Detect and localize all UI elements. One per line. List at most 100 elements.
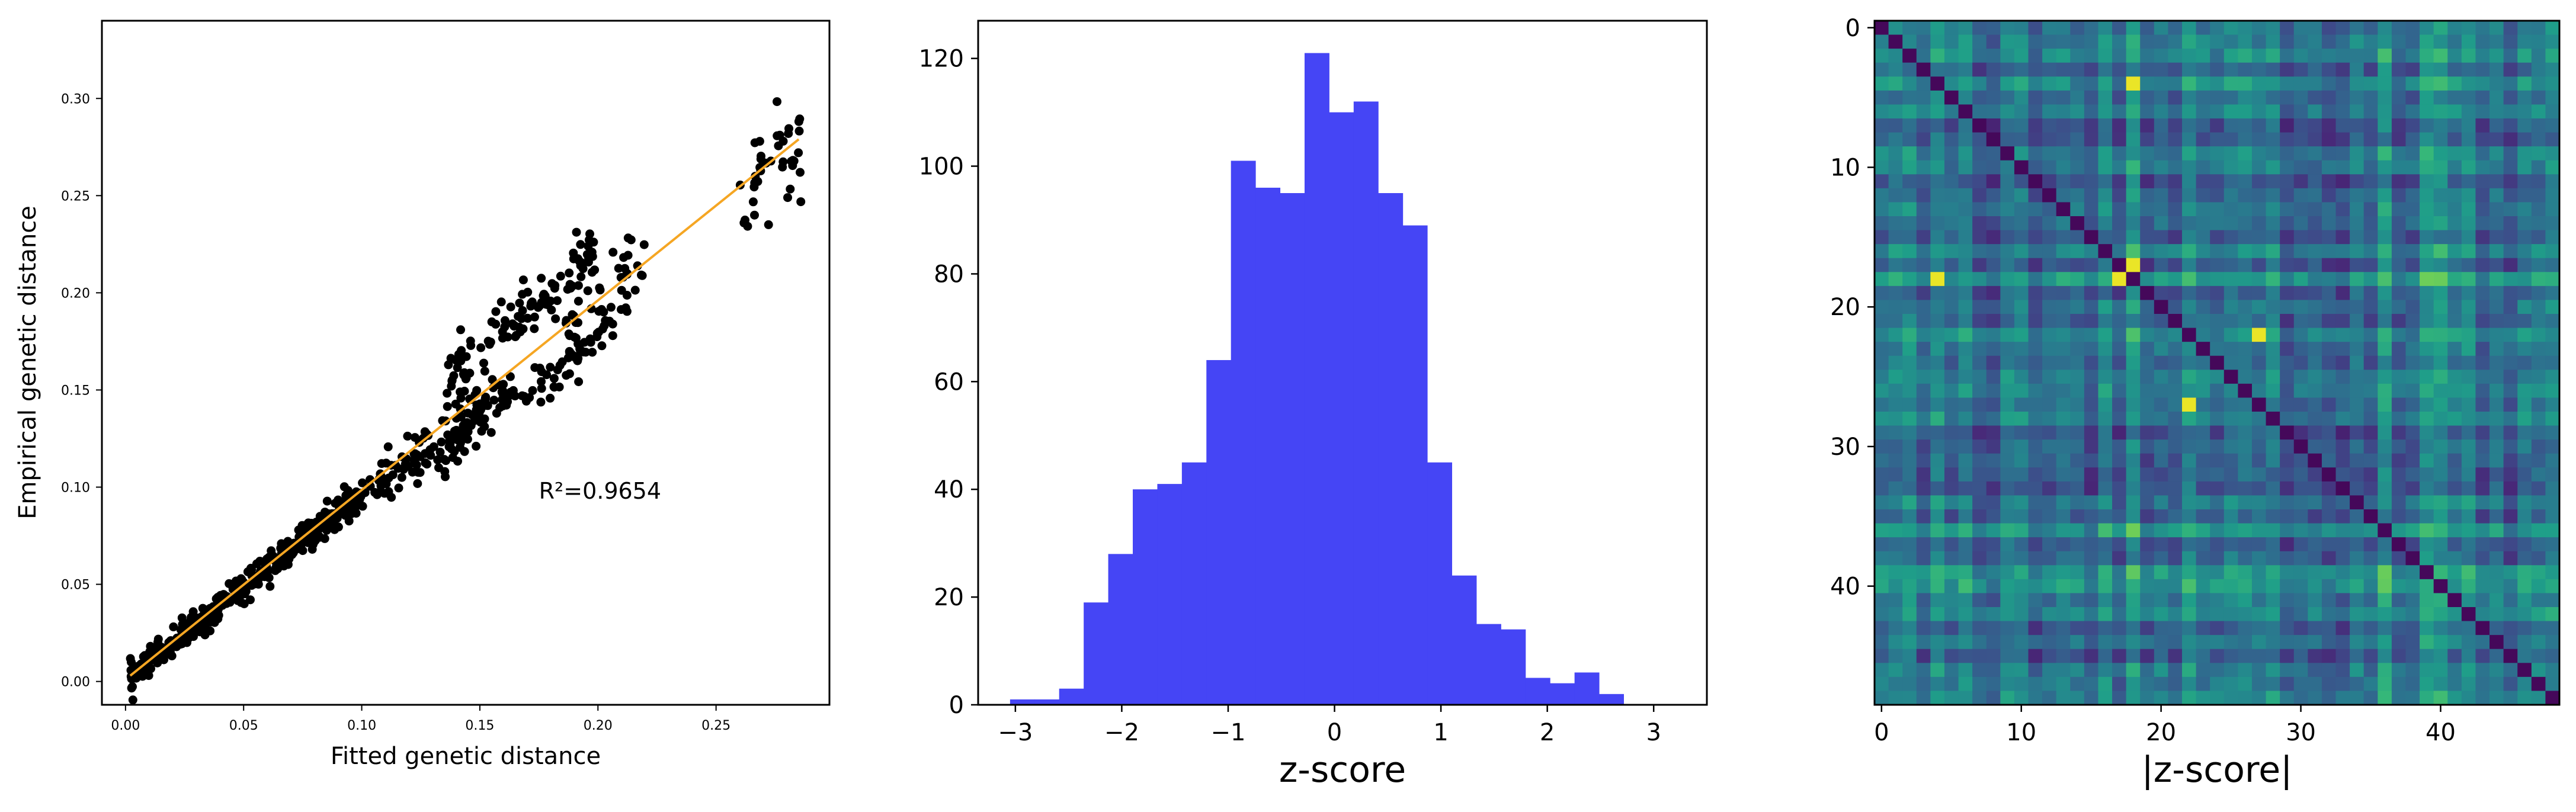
- heatmap-cell: [2126, 62, 2141, 77]
- heatmap-cell: [2098, 691, 2113, 705]
- heatmap-cell: [1902, 342, 1917, 357]
- heatmap-cell: [2056, 425, 2071, 440]
- heatmap-cell: [2545, 523, 2560, 538]
- heatmap-cell: [1902, 593, 1917, 608]
- heatmap-cell: [2112, 49, 2127, 63]
- heatmap-cell: [2475, 49, 2490, 63]
- heatmap-cell: [2447, 565, 2462, 580]
- heatmap-cell: [2517, 663, 2532, 678]
- heatmap-cell: [2238, 649, 2253, 663]
- heatmap-cell: [2378, 258, 2392, 272]
- heatmap-cell: [2517, 495, 2532, 510]
- heatmap-cell: [2490, 314, 2504, 329]
- heatmap-cell: [2266, 397, 2280, 412]
- heatmap-cell: [2420, 49, 2434, 63]
- scatter-point: [339, 482, 349, 492]
- heatmap-cell: [2321, 412, 2337, 426]
- heatmap-cell: [2126, 174, 2141, 189]
- heatmap-cell: [1986, 607, 2001, 622]
- heatmap-cell: [2490, 383, 2504, 399]
- heatmap-cell: [2070, 355, 2085, 370]
- heatmap-cell: [2447, 132, 2462, 147]
- heatmap-cell: [2308, 635, 2322, 650]
- heatmap-cell: [1875, 230, 1889, 245]
- heatmap-cell: [2070, 579, 2085, 594]
- scatter-point: [630, 285, 640, 295]
- heatmap-cell: [2056, 285, 2071, 301]
- heatmap-cell: [2545, 635, 2560, 650]
- heatmap-cell: [2210, 495, 2225, 510]
- heatmap-cell: [2545, 258, 2560, 272]
- heatmap-cell: [2503, 21, 2518, 36]
- heatmap-cell: [2112, 565, 2127, 580]
- heatmap-cell: [2112, 132, 2127, 147]
- heatmap-cell: [1930, 523, 1945, 538]
- heatmap-cell: [2461, 230, 2476, 245]
- heatmap-cell: [2475, 355, 2490, 370]
- heatmap-cell: [2223, 453, 2238, 468]
- heatmap-cell: [2475, 244, 2490, 259]
- heatmap-cell: [1944, 62, 1959, 77]
- heatmap-cell: [2112, 397, 2127, 412]
- heatmap-cell: [2545, 160, 2560, 175]
- heatmap-cell: [2405, 537, 2420, 552]
- heatmap-cell: [2056, 202, 2071, 217]
- heatmap-cell: [2266, 607, 2280, 622]
- heatmap-cell: [2000, 439, 2015, 454]
- scatter-point: [441, 456, 451, 466]
- heatmap-cell: [2098, 314, 2113, 329]
- heatmap-cell: [2461, 509, 2476, 524]
- heatmap-cell: [2391, 76, 2407, 91]
- heatmap-cell: [2028, 188, 2043, 203]
- heatmap-cell: [1958, 132, 1973, 147]
- scatter-point: [537, 274, 546, 283]
- scatter-point: [585, 334, 595, 344]
- heatmap-cell: [1944, 76, 1959, 91]
- scatter-point: [146, 641, 155, 651]
- heatmap-cell: [1888, 551, 1903, 566]
- heatmap-cell: [2517, 593, 2532, 608]
- heatmap-cell: [2154, 509, 2169, 524]
- heatmap-cell: [2112, 160, 2127, 175]
- heatmap-cell: [2350, 425, 2364, 440]
- heatmap-cell: [1944, 593, 1959, 608]
- heatmap-cell: [1972, 118, 1987, 133]
- heatmap-cell: [2014, 34, 2029, 49]
- heatmap-cell: [2378, 118, 2392, 133]
- scatter-point: [585, 229, 594, 239]
- heatmap-cell: [1902, 495, 1917, 510]
- heatmap-cell: [2335, 691, 2350, 705]
- heatmap-cell: [2517, 132, 2532, 147]
- heatmap-cell: [2308, 481, 2322, 496]
- heatmap-cell: [2266, 355, 2280, 370]
- heatmap-cell: [2154, 355, 2169, 370]
- heatmap-cell: [1944, 216, 1959, 231]
- heatmap-cell: [2098, 551, 2113, 566]
- heatmap-cell: [2084, 160, 2099, 175]
- heatmap-cell: [2266, 523, 2280, 538]
- heatmap-cell: [2490, 76, 2504, 91]
- heatmap-cell: [2000, 509, 2015, 524]
- heatmap-cell: [2154, 412, 2169, 426]
- heatmap-cell: [2210, 202, 2225, 217]
- heatmap-cell: [2321, 425, 2337, 440]
- heatmap-cell: [2280, 607, 2295, 622]
- heatmap-cell: [2056, 342, 2071, 357]
- heatmap-cell: [2378, 523, 2392, 538]
- scatter-point: [573, 297, 583, 306]
- heatmap-cell: [2210, 132, 2225, 147]
- heatmap-cell: [2238, 481, 2253, 496]
- heatmap-cell: [1958, 383, 1973, 399]
- heatmap-cell: [1958, 90, 1973, 105]
- heatmap-cell: [1972, 481, 1987, 496]
- heatmap-cell: [1916, 397, 1931, 412]
- heatmap-cell: [2391, 635, 2407, 650]
- heatmap-cell: [1875, 412, 1889, 426]
- heatmap-cell: [2293, 216, 2308, 231]
- heatmap-x-tick-label: 20: [2146, 719, 2176, 746]
- heatmap-cell: [2531, 453, 2546, 468]
- heatmap-cell: [2196, 188, 2210, 203]
- histogram-bar: [1255, 187, 1281, 705]
- histogram-bar: [1084, 602, 1109, 705]
- heatmap-cell: [2308, 439, 2322, 454]
